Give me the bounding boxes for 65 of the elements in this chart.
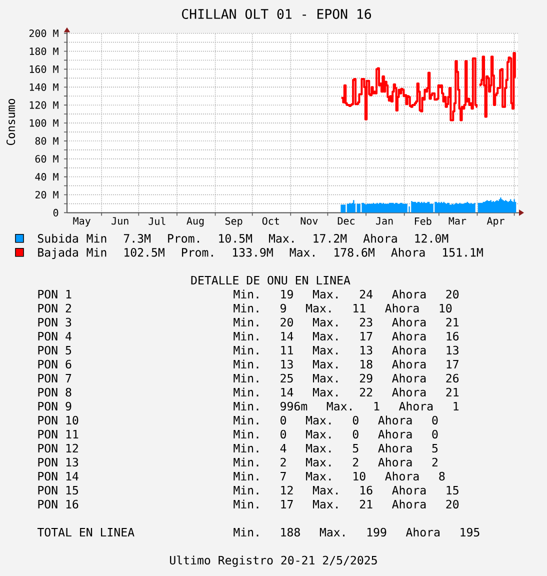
text: PON 8 (38, 388, 72, 397)
text: Min. 19 Max. 24 Ahora 20 (234, 290, 459, 299)
text: Min. 25 Max. 29 Ahora 26 (234, 374, 459, 383)
text: PON 4 (38, 332, 72, 341)
text: DETALLE DE ONU EN LINEA (191, 276, 350, 285)
legend-label: Bajada (38, 248, 78, 259)
text: PON 14 (38, 472, 78, 481)
x-tick-label: Aug (186, 217, 204, 227)
y-tick-label: 20 M (35, 190, 58, 199)
text: Min. 9 Max. 11 Ahora 10 (234, 304, 452, 313)
text: PON 15 (38, 486, 78, 495)
y-tick-label: 100 M (30, 119, 58, 127)
text: Min. 13 Max. 18 Ahora 17 (234, 360, 458, 369)
y-tick-label: 60 M (35, 155, 58, 163)
text: PON 9 (38, 402, 72, 411)
text: Min. 0 Max. 0 Ahora 0 (234, 430, 438, 439)
text: PON 16 (38, 500, 78, 509)
text: Min. 188 Max. 199 Ahora 195 (234, 528, 480, 537)
text: PON 13 (38, 458, 78, 467)
text: TOTAL EN LINEA (37, 528, 134, 537)
text: Ultimo Registro 20-21 2/5/2025 (170, 556, 377, 567)
text: PON 2 (38, 304, 71, 313)
y-tick-label: 80 M (35, 137, 58, 145)
x-tick-label: Nov (300, 217, 318, 225)
text: Min. 14 Max. 22 Ahora 21 (234, 388, 459, 397)
y-tick-label: 200 M (29, 30, 58, 38)
text: PON 7 (38, 374, 72, 383)
text: Min. 17 Max. 21 Ahora 20 (234, 500, 459, 509)
text: PON 12 (38, 444, 78, 453)
y-tick-label: 160 M (30, 65, 58, 73)
x-tick-label: Jun (112, 217, 128, 225)
y-tick-label: 0 (53, 208, 58, 216)
text: PON 3 (38, 318, 72, 327)
text: Min. 4 Max. 5 Ahora 5 (234, 444, 438, 453)
x-tick-label: Jul (148, 217, 166, 225)
text: Min. 12 Max. 16 Ahora 15 (234, 486, 458, 495)
text: Min. 14 Max. 17 Ahora 16 (234, 332, 459, 341)
x-tick-label: Mar (448, 217, 466, 225)
text: PON 11 (38, 430, 78, 439)
x-tick-label: Dec (338, 217, 354, 225)
chart-title: CHILLAN OLT 01 - EPON 16 (182, 8, 371, 19)
x-tick-label: Sep (225, 217, 242, 227)
y-tick-label: 40 M (35, 173, 58, 181)
x-tick-label: Feb (414, 217, 432, 225)
y-axis-title: Consumo (6, 98, 16, 146)
text: Min. 11 Max. 13 Ahora 13 (234, 346, 458, 355)
x-tick-label: May (73, 217, 90, 227)
y-tick-label: 140 M (30, 83, 58, 91)
text: Min 7.3M Prom. 10.5M Max. 17.2M Ahora 12.0M (86, 234, 448, 243)
text: Min 102.5M Prom. 133.9M Max. 178.6M Ahora 151.1M (86, 248, 483, 257)
legend-label: Subida (38, 234, 78, 243)
x-tick-label: Apr (486, 217, 504, 227)
text: Min. 0 Max. 0 Ahora 0 (234, 416, 438, 425)
x-tick-label: Jan (376, 217, 393, 225)
text: PON 10 (38, 416, 78, 425)
text: Min. 7 Max. 10 Ahora 8 (234, 472, 445, 481)
text: PON 1 (38, 290, 72, 299)
text: PON 6 (38, 360, 72, 369)
y-tick-label: 180 M (30, 47, 58, 56)
text: Min. 996m Max. 1 Ahora 1 (234, 402, 459, 411)
y-tick-label: 120 M (30, 101, 58, 109)
text: Min. 2 Max. 2 Ahora 2 (234, 458, 438, 467)
text: PON 5 (38, 346, 72, 355)
x-tick-label: Oct (262, 217, 279, 225)
text: Min. 20 Max. 23 Ahora 21 (234, 318, 459, 327)
